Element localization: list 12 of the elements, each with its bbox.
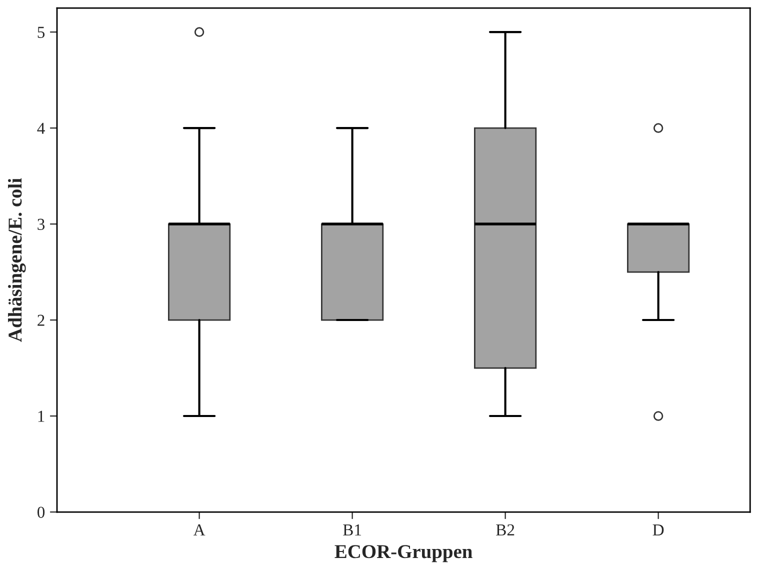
- y-tick-label: 5: [38, 26, 45, 38]
- x-tick-label: B1: [343, 524, 362, 536]
- y-tick-label: 2: [38, 314, 44, 326]
- x-axis-title: ECOR-Gruppen: [334, 545, 472, 562]
- x-tick-label: A: [193, 524, 206, 536]
- y-tick-label: 0: [37, 506, 45, 518]
- x-tick-label: D: [652, 524, 664, 536]
- y-tick-label: 3: [38, 218, 45, 230]
- y-axis-title: Adhäsingene/E. coli: [8, 178, 26, 342]
- y-tick-label: 1: [38, 410, 44, 422]
- x-tick-label: B2: [496, 524, 514, 536]
- y-tick-label: 4: [37, 122, 45, 134]
